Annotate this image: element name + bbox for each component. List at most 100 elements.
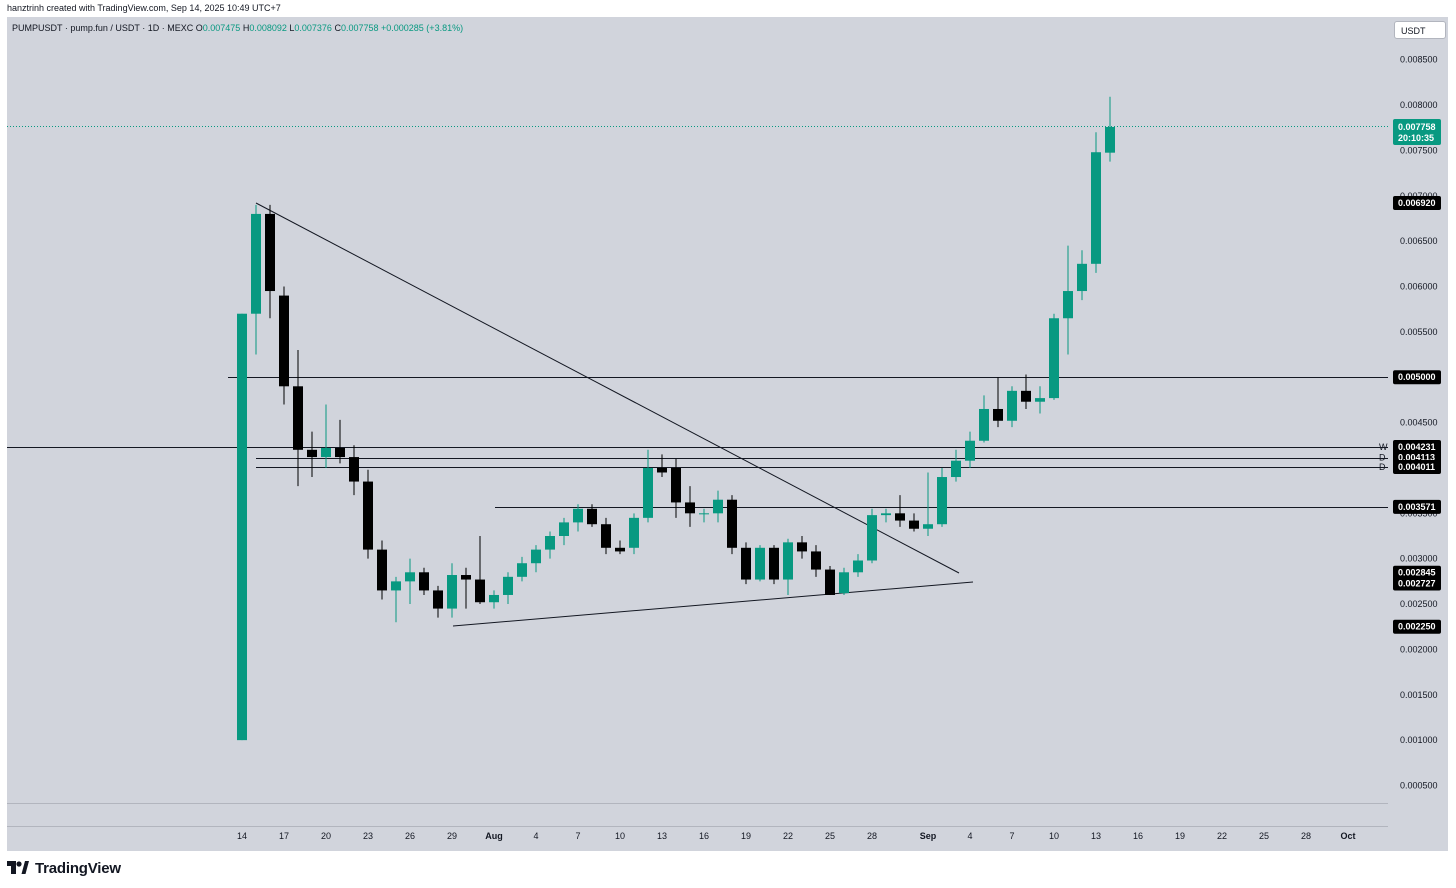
candle[interactable] — [951, 449, 961, 482]
trendline[interactable] — [452, 581, 974, 627]
candle[interactable] — [853, 554, 863, 577]
candle[interactable] — [335, 419, 345, 464]
candle-body — [251, 213, 261, 314]
currency-button[interactable]: USDT — [1394, 21, 1446, 39]
price-label-box — [1393, 459, 1441, 474]
candle[interactable] — [1063, 245, 1073, 355]
candle[interactable] — [251, 204, 261, 355]
candle[interactable] — [979, 395, 989, 443]
candle[interactable] — [433, 585, 443, 618]
candle-body — [321, 447, 331, 458]
candle-body — [1021, 390, 1031, 402]
candle[interactable] — [881, 508, 891, 523]
candle[interactable] — [279, 286, 289, 405]
candle[interactable] — [307, 431, 317, 478]
candle[interactable] — [629, 513, 639, 555]
candle[interactable] — [797, 536, 807, 559]
candle[interactable] — [811, 545, 821, 577]
candle[interactable] — [727, 495, 737, 555]
candle[interactable] — [923, 472, 933, 537]
x-tick-label: 16 — [1133, 831, 1143, 841]
candle-body — [993, 408, 1003, 421]
candle[interactable] — [237, 313, 247, 741]
candle[interactable] — [1077, 250, 1087, 301]
candle[interactable] — [1035, 386, 1045, 414]
candle[interactable] — [559, 517, 569, 546]
candle[interactable] — [517, 556, 527, 582]
candle[interactable] — [531, 545, 541, 573]
candle[interactable] — [1049, 313, 1059, 400]
open-value: 0.007475 — [202, 23, 241, 33]
x-tick-label: 10 — [615, 831, 625, 841]
candle[interactable] — [783, 538, 793, 595]
x-tick-label: Sep — [920, 831, 937, 841]
candle[interactable] — [741, 542, 751, 585]
candle[interactable] — [825, 565, 835, 595]
candle[interactable] — [867, 508, 877, 564]
candle[interactable] — [993, 377, 1003, 428]
candle[interactable] — [377, 540, 387, 600]
candle-body — [615, 547, 625, 552]
candle-body — [433, 590, 443, 609]
candle-body — [279, 295, 289, 387]
candle[interactable] — [503, 572, 513, 605]
candle[interactable] — [419, 567, 429, 595]
x-tick-label: 19 — [741, 831, 751, 841]
candle[interactable] — [615, 540, 625, 555]
candle[interactable] — [349, 445, 359, 496]
candle-body — [755, 547, 765, 580]
candle[interactable] — [713, 490, 723, 523]
candle[interactable] — [937, 467, 947, 527]
candle[interactable] — [321, 404, 331, 468]
candle[interactable] — [965, 431, 975, 468]
candle[interactable] — [391, 576, 401, 623]
chart-pane[interactable] — [7, 17, 1448, 851]
hline-price-label: 0.004231 — [1393, 439, 1441, 454]
candle[interactable] — [699, 508, 709, 523]
candle[interactable] — [265, 204, 275, 319]
change-value: +0.000285 (+3.81%) — [381, 23, 464, 33]
hline-letter: D — [1379, 453, 1386, 463]
tradingview-brand[interactable]: TradingView — [7, 858, 121, 878]
candle-body — [909, 520, 919, 529]
candle[interactable] — [293, 350, 303, 487]
symbol-name: PUMPUSDT · pump.fun / USDT · 1D · MEXC — [12, 23, 194, 33]
candle[interactable] — [839, 567, 849, 595]
candle[interactable] — [657, 454, 667, 478]
candle[interactable] — [461, 567, 471, 609]
price-label-text: 0.003571 — [1398, 502, 1436, 512]
candle[interactable] — [1021, 374, 1031, 409]
candle[interactable] — [1105, 96, 1115, 162]
candle[interactable] — [671, 458, 681, 518]
trendline[interactable] — [255, 202, 960, 574]
candle-body — [657, 467, 667, 473]
candle[interactable] — [1091, 132, 1101, 273]
x-tick-label: 14 — [237, 831, 247, 841]
candle[interactable] — [587, 504, 597, 527]
candle-body — [545, 536, 555, 550]
candle[interactable] — [685, 486, 695, 527]
candle[interactable] — [475, 536, 485, 605]
candle[interactable] — [895, 495, 905, 527]
candle-body — [895, 513, 905, 521]
candle-body — [769, 547, 779, 580]
price-label-box — [1393, 439, 1441, 454]
price-label-text: 0.004113 — [1398, 453, 1435, 463]
candle[interactable] — [363, 469, 373, 559]
candle[interactable] — [769, 545, 779, 585]
candle[interactable] — [545, 531, 555, 559]
candle[interactable] — [447, 563, 457, 618]
candle[interactable] — [643, 449, 653, 523]
x-tick-label: Aug — [485, 831, 503, 841]
candle[interactable] — [573, 504, 583, 532]
candle[interactable] — [1007, 386, 1017, 428]
candle-body — [881, 513, 891, 516]
candle[interactable] — [909, 513, 919, 532]
candle[interactable] — [489, 590, 499, 609]
y-tick-label: 0.008500 — [1400, 55, 1438, 65]
candle[interactable] — [601, 517, 611, 555]
candle[interactable] — [755, 545, 765, 582]
candle[interactable] — [405, 558, 415, 605]
